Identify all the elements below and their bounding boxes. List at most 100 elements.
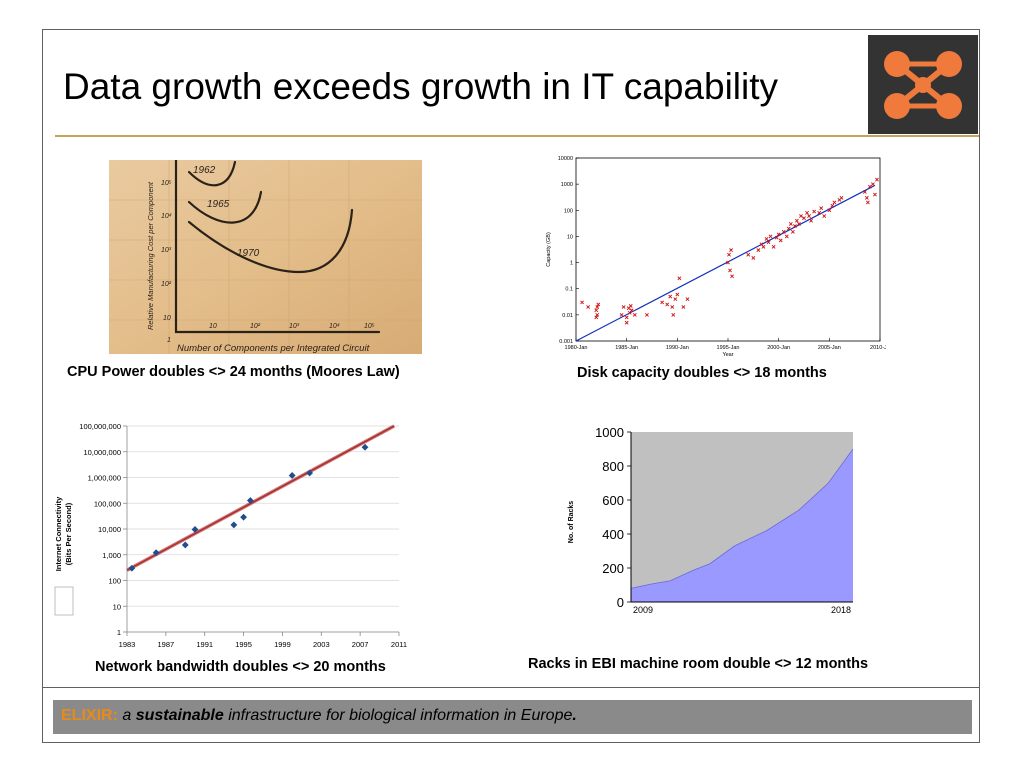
disk-data-point <box>596 302 601 307</box>
disk-chart-panel: 0.001 0.01 0.1 1 10 100 1000 10000 1980-Jan 1985-… <box>536 154 891 369</box>
disk-data-point <box>756 248 761 253</box>
disk-data-point <box>632 312 637 317</box>
footer-banner: ELIXIR: a sustainable infrastructure for… <box>53 700 972 734</box>
net-ylabel-line1: Internet Connectivity <box>54 496 63 571</box>
net-xtick-label: 2003 <box>313 640 330 649</box>
sketch-curve-1970 <box>187 208 354 274</box>
disk-chart: 0.001 0.01 0.1 1 10 100 1000 10000 1980-Jan 1985-… <box>546 156 891 358</box>
disk-data-point <box>819 206 824 211</box>
disk-data-point <box>774 235 779 240</box>
racks-ytick-label: 0 <box>617 595 624 610</box>
disk-data-point <box>839 195 844 200</box>
disk-data-point <box>586 305 591 309</box>
disk-data-point <box>645 312 649 317</box>
network-chart-panel: 1 10 100 1,000 10,000 100,000 1,000,000 10,000,… <box>49 420 409 655</box>
disk-xtick-label: 1990-Jan <box>666 345 689 351</box>
disk-data-point <box>728 268 732 273</box>
racks-area-edge <box>630 448 854 589</box>
moore-sketch-panel: 1962 1965 1970 1 10 10² 10³ 10⁴ 10⁵ 10⁵ … <box>109 158 422 354</box>
net-ytick-label: 100,000 <box>94 499 121 508</box>
disk-data-point <box>799 214 803 219</box>
sketch-xtick: 10 <box>209 323 217 330</box>
racks-chart-panel: 0 200 400 600 800 1000 2009 2018 No. of Racks <box>563 422 863 622</box>
net-ytick-label: 1,000 <box>102 551 121 560</box>
racks-ytick-label: 400 <box>602 527 624 542</box>
caption-cpu: CPU Power doubles <> 24 months (Moores L… <box>67 364 400 380</box>
disk-xtick-label: 2005-Jan <box>818 345 841 351</box>
net-xtick-label: 1991 <box>196 640 213 649</box>
disk-data-point <box>751 256 756 260</box>
disk-xtick-label: 1995-Jan <box>717 345 740 351</box>
sketch-ytick: 10³ <box>161 247 172 254</box>
sketch-label-1962: 1962 <box>193 165 216 176</box>
disk-data-point <box>761 244 766 249</box>
disk-plot-frame <box>575 157 881 342</box>
disk-data-point <box>875 177 879 182</box>
disk-data-point <box>619 312 624 317</box>
footer-text: ELIXIR: a sustainable infrastructure for… <box>61 707 577 725</box>
net-ytick-label: 10,000 <box>98 525 121 534</box>
disk-data-point <box>766 240 771 245</box>
net-data-point <box>240 513 247 521</box>
racks-ytick-label: 800 <box>602 459 624 474</box>
disk-data-point <box>797 222 801 226</box>
disk-data-point <box>685 297 690 302</box>
sketch-ytick: 10⁵ <box>161 180 172 187</box>
footer-rule <box>43 687 979 688</box>
disk-data-point <box>580 300 584 305</box>
sketch-ytick: 10⁴ <box>161 213 172 220</box>
disk-data-point <box>792 224 797 228</box>
racks-ytick-label: 600 <box>602 493 624 508</box>
disk-data-point <box>660 300 665 305</box>
disk-ytick-label: 1 <box>570 261 573 267</box>
sketch-xtick: 10³ <box>289 323 300 330</box>
disk-data-point <box>807 214 811 219</box>
net-ytick-label: 1 <box>117 628 121 637</box>
net-legend-box <box>54 586 74 616</box>
net-ytick-label: 100 <box>108 577 121 586</box>
net-data-point <box>288 472 296 479</box>
disk-data-point <box>812 209 817 214</box>
net-ytick-label: 10,000,000 <box>83 448 121 457</box>
net-data-point <box>306 469 314 477</box>
disk-ytick-label: 0.01 <box>562 313 573 319</box>
net-data-point <box>128 564 136 572</box>
sketch-ytick: 10 <box>163 315 171 322</box>
disk-data-point <box>665 302 670 307</box>
net-data-point <box>191 526 199 533</box>
caption-disk: Disk capacity doubles <> 18 months <box>577 365 827 381</box>
disk-data-point <box>594 315 599 320</box>
disk-data-point <box>624 320 629 325</box>
sketch-xtick: 10² <box>250 323 261 330</box>
disk-data-point <box>827 208 832 213</box>
disk-data-point <box>671 312 676 317</box>
disk-ytick-label: 10 <box>567 234 573 240</box>
racks-chart: 0 200 400 600 800 1000 2009 2018 No. of Racks <box>568 425 854 615</box>
disk-data-point <box>595 312 600 317</box>
net-xtick-label: 1983 <box>119 640 136 649</box>
disk-xtick-label: 2000-Jan <box>767 345 790 351</box>
elixir-logo <box>868 35 978 134</box>
net-trend-line <box>126 425 395 571</box>
disk-data-point <box>726 260 730 265</box>
sketch-axes <box>174 158 381 334</box>
disk-data-point <box>668 294 673 299</box>
disk-data-point <box>776 232 781 237</box>
footer-sustainable: sustainable <box>135 707 224 724</box>
racks-area-series <box>631 449 853 602</box>
disk-data-point <box>778 238 783 243</box>
disk-data-point <box>788 222 793 226</box>
disk-data-point <box>870 182 875 187</box>
disk-data-point <box>864 195 869 200</box>
net-data-point <box>230 521 238 529</box>
disk-ytick-label: 10000 <box>558 156 573 162</box>
moore-sketch: 1962 1965 1970 1 10 10² 10³ 10⁴ 10⁵ 10⁵ … <box>109 158 422 354</box>
net-data-point <box>152 549 160 557</box>
disk-data-point <box>802 216 806 221</box>
disk-data-point <box>727 252 731 257</box>
slide-title: Data growth exceeds growth in IT capabil… <box>63 66 779 107</box>
disk-data-point <box>832 200 837 205</box>
footer-rest: infrastructure for biological informatio… <box>228 707 573 724</box>
disk-data-point <box>830 203 835 208</box>
disk-data-point <box>729 248 733 253</box>
